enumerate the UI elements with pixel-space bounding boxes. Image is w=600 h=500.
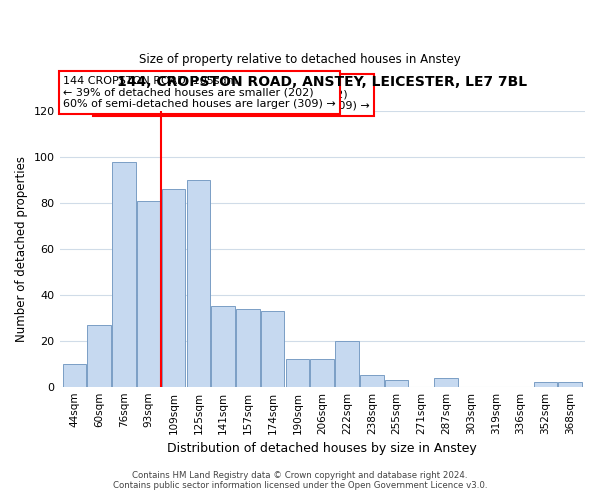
Bar — [261, 311, 284, 386]
Bar — [434, 378, 458, 386]
Bar — [187, 180, 210, 386]
X-axis label: Distribution of detached houses by size in Anstey: Distribution of detached houses by size … — [167, 442, 477, 455]
Bar — [162, 190, 185, 386]
Bar — [211, 306, 235, 386]
Text: 144 CROPSTON ROAD: 105sqm
← 39% of detached houses are smaller (202)
60% of semi: 144 CROPSTON ROAD: 105sqm ← 39% of detac… — [97, 78, 370, 112]
Bar — [385, 380, 409, 386]
Title: 144, CROPSTON ROAD, ANSTEY, LEICESTER, LE7 7BL: 144, CROPSTON ROAD, ANSTEY, LEICESTER, L… — [117, 76, 527, 90]
Y-axis label: Number of detached properties: Number of detached properties — [15, 156, 28, 342]
Bar — [533, 382, 557, 386]
Bar — [310, 359, 334, 386]
Bar — [559, 382, 582, 386]
Bar — [335, 341, 359, 386]
Text: 144 CROPSTON ROAD: 105sqm
← 39% of detached houses are smaller (202)
60% of semi: 144 CROPSTON ROAD: 105sqm ← 39% of detac… — [63, 76, 336, 109]
Bar — [62, 364, 86, 386]
Text: Contains HM Land Registry data © Crown copyright and database right 2024.
Contai: Contains HM Land Registry data © Crown c… — [113, 470, 487, 490]
Bar — [286, 359, 309, 386]
Bar — [112, 162, 136, 386]
Bar — [137, 201, 161, 386]
Text: Size of property relative to detached houses in Anstey: Size of property relative to detached ho… — [139, 52, 461, 66]
Bar — [88, 324, 111, 386]
Bar — [236, 308, 260, 386]
Bar — [360, 375, 383, 386]
